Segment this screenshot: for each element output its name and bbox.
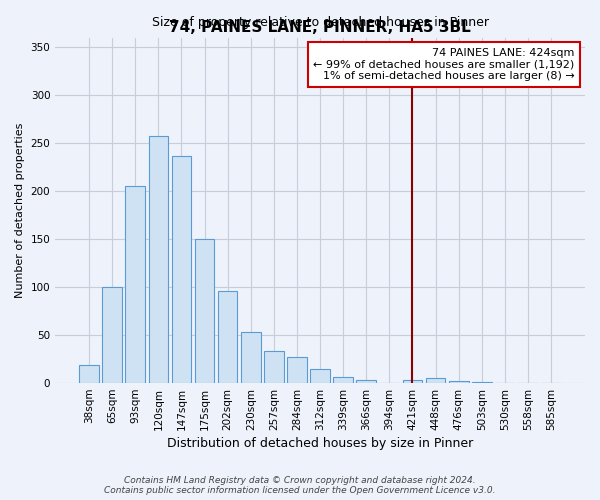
Bar [79,365,99,383]
Bar [356,380,376,383]
Bar [426,378,445,383]
Text: Contains HM Land Registry data © Crown copyright and database right 2024.
Contai: Contains HM Land Registry data © Crown c… [104,476,496,495]
Bar [241,332,260,383]
Bar [218,291,238,383]
Text: Size of property relative to detached houses in Pinner: Size of property relative to detached ho… [152,16,488,29]
Bar [449,381,469,383]
Bar [195,239,214,383]
Text: 74 PAINES LANE: 424sqm
← 99% of detached houses are smaller (1,192)
1% of semi-d: 74 PAINES LANE: 424sqm ← 99% of detached… [313,48,574,81]
Bar [287,357,307,383]
Bar [264,352,284,383]
Bar [125,186,145,383]
Bar [334,378,353,383]
Bar [149,136,168,383]
Bar [472,382,491,383]
X-axis label: Distribution of detached houses by size in Pinner: Distribution of detached houses by size … [167,437,473,450]
Bar [310,368,330,383]
Bar [103,287,122,383]
Bar [403,380,422,383]
Bar [172,156,191,383]
Y-axis label: Number of detached properties: Number of detached properties [15,122,25,298]
Title: 74, PAINES LANE, PINNER, HA5 3BL: 74, PAINES LANE, PINNER, HA5 3BL [169,20,471,35]
